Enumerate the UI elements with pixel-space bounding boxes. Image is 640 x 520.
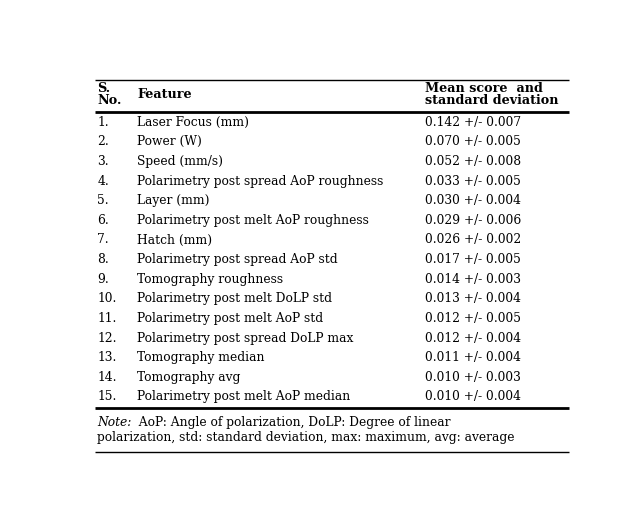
Text: 10.: 10. — [97, 292, 116, 305]
Text: 11.: 11. — [97, 312, 116, 325]
Text: 9.: 9. — [97, 272, 109, 285]
Text: Laser Focus (mm): Laser Focus (mm) — [137, 116, 249, 129]
Text: 0.030 +/- 0.004: 0.030 +/- 0.004 — [425, 194, 521, 207]
Text: Tomography median: Tomography median — [137, 351, 264, 364]
Text: 0.014 +/- 0.003: 0.014 +/- 0.003 — [425, 272, 521, 285]
Text: 13.: 13. — [97, 351, 116, 364]
Text: 0.029 +/- 0.006: 0.029 +/- 0.006 — [425, 214, 521, 227]
Text: standard deviation: standard deviation — [425, 94, 558, 107]
Text: Tomography avg: Tomography avg — [137, 371, 241, 384]
Text: 12.: 12. — [97, 332, 117, 345]
Text: Polarimetry post melt AoP median: Polarimetry post melt AoP median — [137, 391, 350, 404]
Text: Mean score  and: Mean score and — [425, 82, 543, 95]
Text: 0.010 +/- 0.004: 0.010 +/- 0.004 — [425, 391, 521, 404]
Text: 8.: 8. — [97, 253, 109, 266]
Text: 0.010 +/- 0.003: 0.010 +/- 0.003 — [425, 371, 520, 384]
Text: 3.: 3. — [97, 155, 109, 168]
Text: 0.142 +/- 0.007: 0.142 +/- 0.007 — [425, 116, 521, 129]
Text: 4.: 4. — [97, 175, 109, 188]
Text: Hatch (mm): Hatch (mm) — [137, 233, 212, 246]
Text: 0.012 +/- 0.005: 0.012 +/- 0.005 — [425, 312, 521, 325]
Text: 0.026 +/- 0.002: 0.026 +/- 0.002 — [425, 233, 521, 246]
Text: 7.: 7. — [97, 233, 109, 246]
Text: 2.: 2. — [97, 135, 109, 148]
Text: 5.: 5. — [97, 194, 109, 207]
Text: Note:: Note: — [97, 416, 132, 430]
Text: 0.012 +/- 0.004: 0.012 +/- 0.004 — [425, 332, 521, 345]
Text: polarization, std: standard deviation, max: maximum, avg: average: polarization, std: standard deviation, m… — [97, 432, 515, 445]
Text: No.: No. — [97, 94, 122, 107]
Text: Polarimetry post spread AoP std: Polarimetry post spread AoP std — [137, 253, 338, 266]
Text: 0.017 +/- 0.005: 0.017 +/- 0.005 — [425, 253, 520, 266]
Text: 6.: 6. — [97, 214, 109, 227]
Text: Polarimetry post melt AoP roughness: Polarimetry post melt AoP roughness — [137, 214, 369, 227]
Text: S.: S. — [97, 82, 111, 95]
Text: Polarimetry post spread AoP roughness: Polarimetry post spread AoP roughness — [137, 175, 383, 188]
Text: Polarimetry post melt DoLP std: Polarimetry post melt DoLP std — [137, 292, 332, 305]
Text: 15.: 15. — [97, 391, 116, 404]
Text: AoP: Angle of polarization, DoLP: Degree of linear: AoP: Angle of polarization, DoLP: Degree… — [131, 416, 451, 430]
Text: Layer (mm): Layer (mm) — [137, 194, 209, 207]
Text: Polarimetry post melt AoP std: Polarimetry post melt AoP std — [137, 312, 323, 325]
Text: Polarimetry post spread DoLP max: Polarimetry post spread DoLP max — [137, 332, 353, 345]
Text: Tomography roughness: Tomography roughness — [137, 272, 283, 285]
Text: Power (W): Power (W) — [137, 135, 202, 148]
Text: Feature: Feature — [137, 88, 191, 101]
Text: 0.070 +/- 0.005: 0.070 +/- 0.005 — [425, 135, 520, 148]
Text: 0.011 +/- 0.004: 0.011 +/- 0.004 — [425, 351, 521, 364]
Text: 14.: 14. — [97, 371, 117, 384]
Text: 0.033 +/- 0.005: 0.033 +/- 0.005 — [425, 175, 520, 188]
Text: 0.052 +/- 0.008: 0.052 +/- 0.008 — [425, 155, 521, 168]
Text: Speed (mm/s): Speed (mm/s) — [137, 155, 223, 168]
Text: 1.: 1. — [97, 116, 109, 129]
Text: 0.013 +/- 0.004: 0.013 +/- 0.004 — [425, 292, 521, 305]
